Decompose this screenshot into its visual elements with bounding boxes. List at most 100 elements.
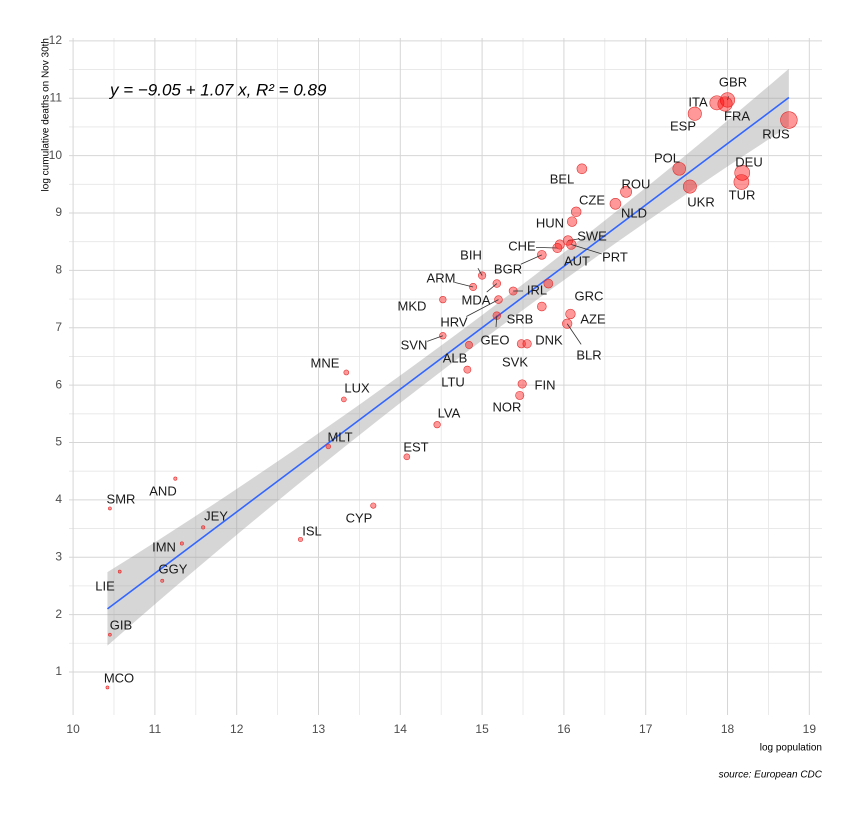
point-label: LIE	[95, 578, 115, 593]
point	[174, 477, 177, 480]
y-tick-label: 6	[55, 377, 62, 391]
point	[201, 526, 204, 529]
x-tick-label: 10	[66, 722, 80, 736]
point-label: GEO	[481, 332, 510, 347]
point	[118, 570, 121, 573]
point-label: DEU	[735, 154, 762, 169]
point	[464, 366, 471, 373]
x-tick-label: 12	[230, 722, 244, 736]
point	[683, 180, 696, 193]
point-label: ARM	[427, 270, 456, 285]
point	[326, 444, 331, 449]
point-label: BGR	[494, 261, 522, 276]
x-tick-label: 13	[312, 722, 326, 736]
point-label: POL	[654, 150, 680, 165]
x-tick-label: 16	[557, 722, 571, 736]
point	[518, 380, 526, 388]
x-tick-label: 18	[721, 722, 735, 736]
y-tick-label: 11	[50, 90, 63, 104]
point-label: RUS	[762, 126, 790, 141]
point-label: NLD	[621, 205, 647, 220]
point-label: NOR	[493, 399, 522, 414]
point-label: BEL	[550, 171, 575, 186]
point	[610, 198, 621, 209]
point	[108, 633, 111, 636]
point	[537, 302, 546, 311]
point	[465, 341, 472, 348]
point	[440, 296, 447, 303]
point-label: MLT	[327, 429, 352, 444]
point	[434, 421, 441, 428]
point-label: MDA	[462, 292, 491, 307]
point-label: LVA	[438, 405, 461, 420]
point-label: UKR	[687, 194, 714, 209]
point-label: LUX	[344, 380, 370, 395]
point-label: AND	[149, 483, 176, 498]
point-label: SVN	[401, 337, 428, 352]
point-label: BIH	[460, 247, 482, 262]
point	[555, 240, 564, 249]
point-label: SWE	[577, 228, 607, 243]
y-tick-label: 7	[55, 320, 62, 334]
point-label: TUR	[729, 187, 756, 202]
point-label: ITA	[688, 94, 708, 109]
point	[180, 542, 183, 545]
point	[517, 340, 525, 348]
point	[161, 579, 164, 582]
point-label: MCO	[104, 670, 134, 685]
point-label: JEY	[204, 508, 228, 523]
x-tick-label: 15	[475, 722, 489, 736]
point-label: HUN	[536, 215, 564, 230]
y-axis-title: log cumulative deaths on Nov 30th	[41, 38, 52, 191]
x-axis-title: log population	[760, 743, 822, 754]
point-label: ESP	[670, 118, 696, 133]
y-tick-label: 9	[55, 205, 62, 219]
point-label: FIN	[535, 377, 556, 392]
point	[404, 454, 410, 460]
y-tick-label: 8	[55, 263, 62, 277]
y-tick-label: 5	[55, 435, 62, 449]
equation: y = −9.05 + 1.07 x, R² = 0.89	[109, 80, 327, 99]
point	[566, 309, 576, 319]
y-tick-label: 4	[55, 492, 62, 506]
point	[567, 217, 577, 227]
source: source: European CDC	[719, 770, 823, 781]
x-tick-label: 19	[803, 722, 817, 736]
point-label: MNE	[311, 355, 340, 370]
point	[371, 503, 376, 508]
point	[341, 397, 346, 402]
y-tick-label: 2	[55, 607, 62, 621]
point-label: SVK	[502, 354, 528, 369]
y-tick-label: 10	[49, 148, 63, 162]
x-tick-label: 11	[149, 722, 162, 736]
point-label: GGY	[159, 561, 188, 576]
point	[108, 507, 111, 510]
point	[577, 164, 587, 174]
point-label: IRL	[527, 282, 547, 297]
point-label: HRV	[440, 314, 468, 329]
point-label: GIB	[110, 617, 132, 632]
y-tick-label: 3	[55, 549, 62, 563]
point-label: CHE	[508, 238, 536, 253]
y-tick-label: 12	[49, 33, 63, 47]
point-label: FRA	[724, 108, 750, 123]
point-label: GRC	[575, 288, 604, 303]
point-label: CZE	[579, 192, 605, 207]
point-label: ISL	[302, 523, 322, 538]
point-label: CYP	[346, 510, 373, 525]
point	[106, 686, 109, 689]
point-label: SMR	[107, 491, 136, 506]
point-label: BLR	[576, 347, 601, 362]
point	[562, 319, 572, 329]
point-label: LTU	[441, 374, 465, 389]
point-label: GBR	[719, 74, 747, 89]
point-label: EST	[403, 439, 428, 454]
point-label: AUT	[564, 253, 590, 268]
point-label: AZE	[580, 311, 606, 326]
point-label: MKD	[398, 298, 427, 313]
point-label: SRB	[507, 311, 534, 326]
point-label: DNK	[535, 332, 563, 347]
point-label: ROU	[622, 176, 651, 191]
y-tick-label: 1	[55, 664, 62, 678]
